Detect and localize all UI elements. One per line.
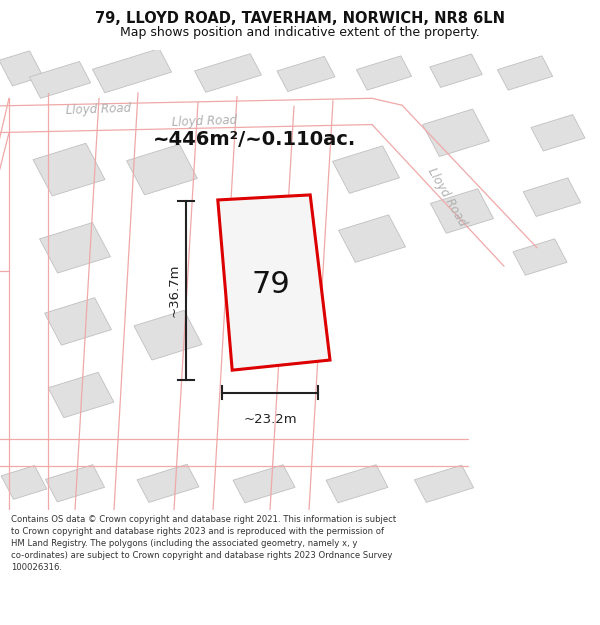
Bar xyxy=(513,239,567,275)
Bar xyxy=(332,146,400,193)
Bar xyxy=(134,311,202,360)
Bar xyxy=(430,189,494,233)
Polygon shape xyxy=(218,195,330,370)
Text: Lloyd Road: Lloyd Road xyxy=(425,166,469,229)
Bar xyxy=(356,56,412,90)
Text: ~446m²/~0.110ac.: ~446m²/~0.110ac. xyxy=(153,130,356,149)
Bar xyxy=(40,222,110,273)
Bar xyxy=(415,465,473,503)
Text: Contains OS data © Crown copyright and database right 2021. This information is : Contains OS data © Crown copyright and d… xyxy=(11,514,396,572)
Bar xyxy=(33,143,105,196)
Bar xyxy=(29,61,91,98)
Bar xyxy=(277,56,335,91)
Bar xyxy=(92,49,172,92)
Text: Lloyd Road: Lloyd Road xyxy=(171,114,237,129)
Bar xyxy=(127,144,197,195)
Bar xyxy=(497,56,553,90)
Bar xyxy=(338,215,406,262)
Bar xyxy=(1,466,47,499)
Bar xyxy=(46,465,104,502)
Text: Lloyd Road: Lloyd Road xyxy=(66,102,132,118)
Text: Map shows position and indicative extent of the property.: Map shows position and indicative extent… xyxy=(120,26,480,39)
Bar xyxy=(531,114,585,151)
Bar xyxy=(44,298,112,345)
Bar xyxy=(430,54,482,88)
Text: ~36.7m: ~36.7m xyxy=(167,264,181,317)
Bar xyxy=(523,178,581,216)
Bar xyxy=(0,51,43,86)
Text: ~23.2m: ~23.2m xyxy=(243,413,297,426)
Bar xyxy=(326,465,388,503)
Bar xyxy=(422,109,490,156)
Bar xyxy=(233,465,295,503)
Bar xyxy=(137,464,199,503)
Bar xyxy=(194,54,262,92)
Text: 79, LLOYD ROAD, TAVERHAM, NORWICH, NR8 6LN: 79, LLOYD ROAD, TAVERHAM, NORWICH, NR8 6… xyxy=(95,11,505,26)
Text: 79: 79 xyxy=(252,270,290,299)
Bar xyxy=(48,372,114,418)
